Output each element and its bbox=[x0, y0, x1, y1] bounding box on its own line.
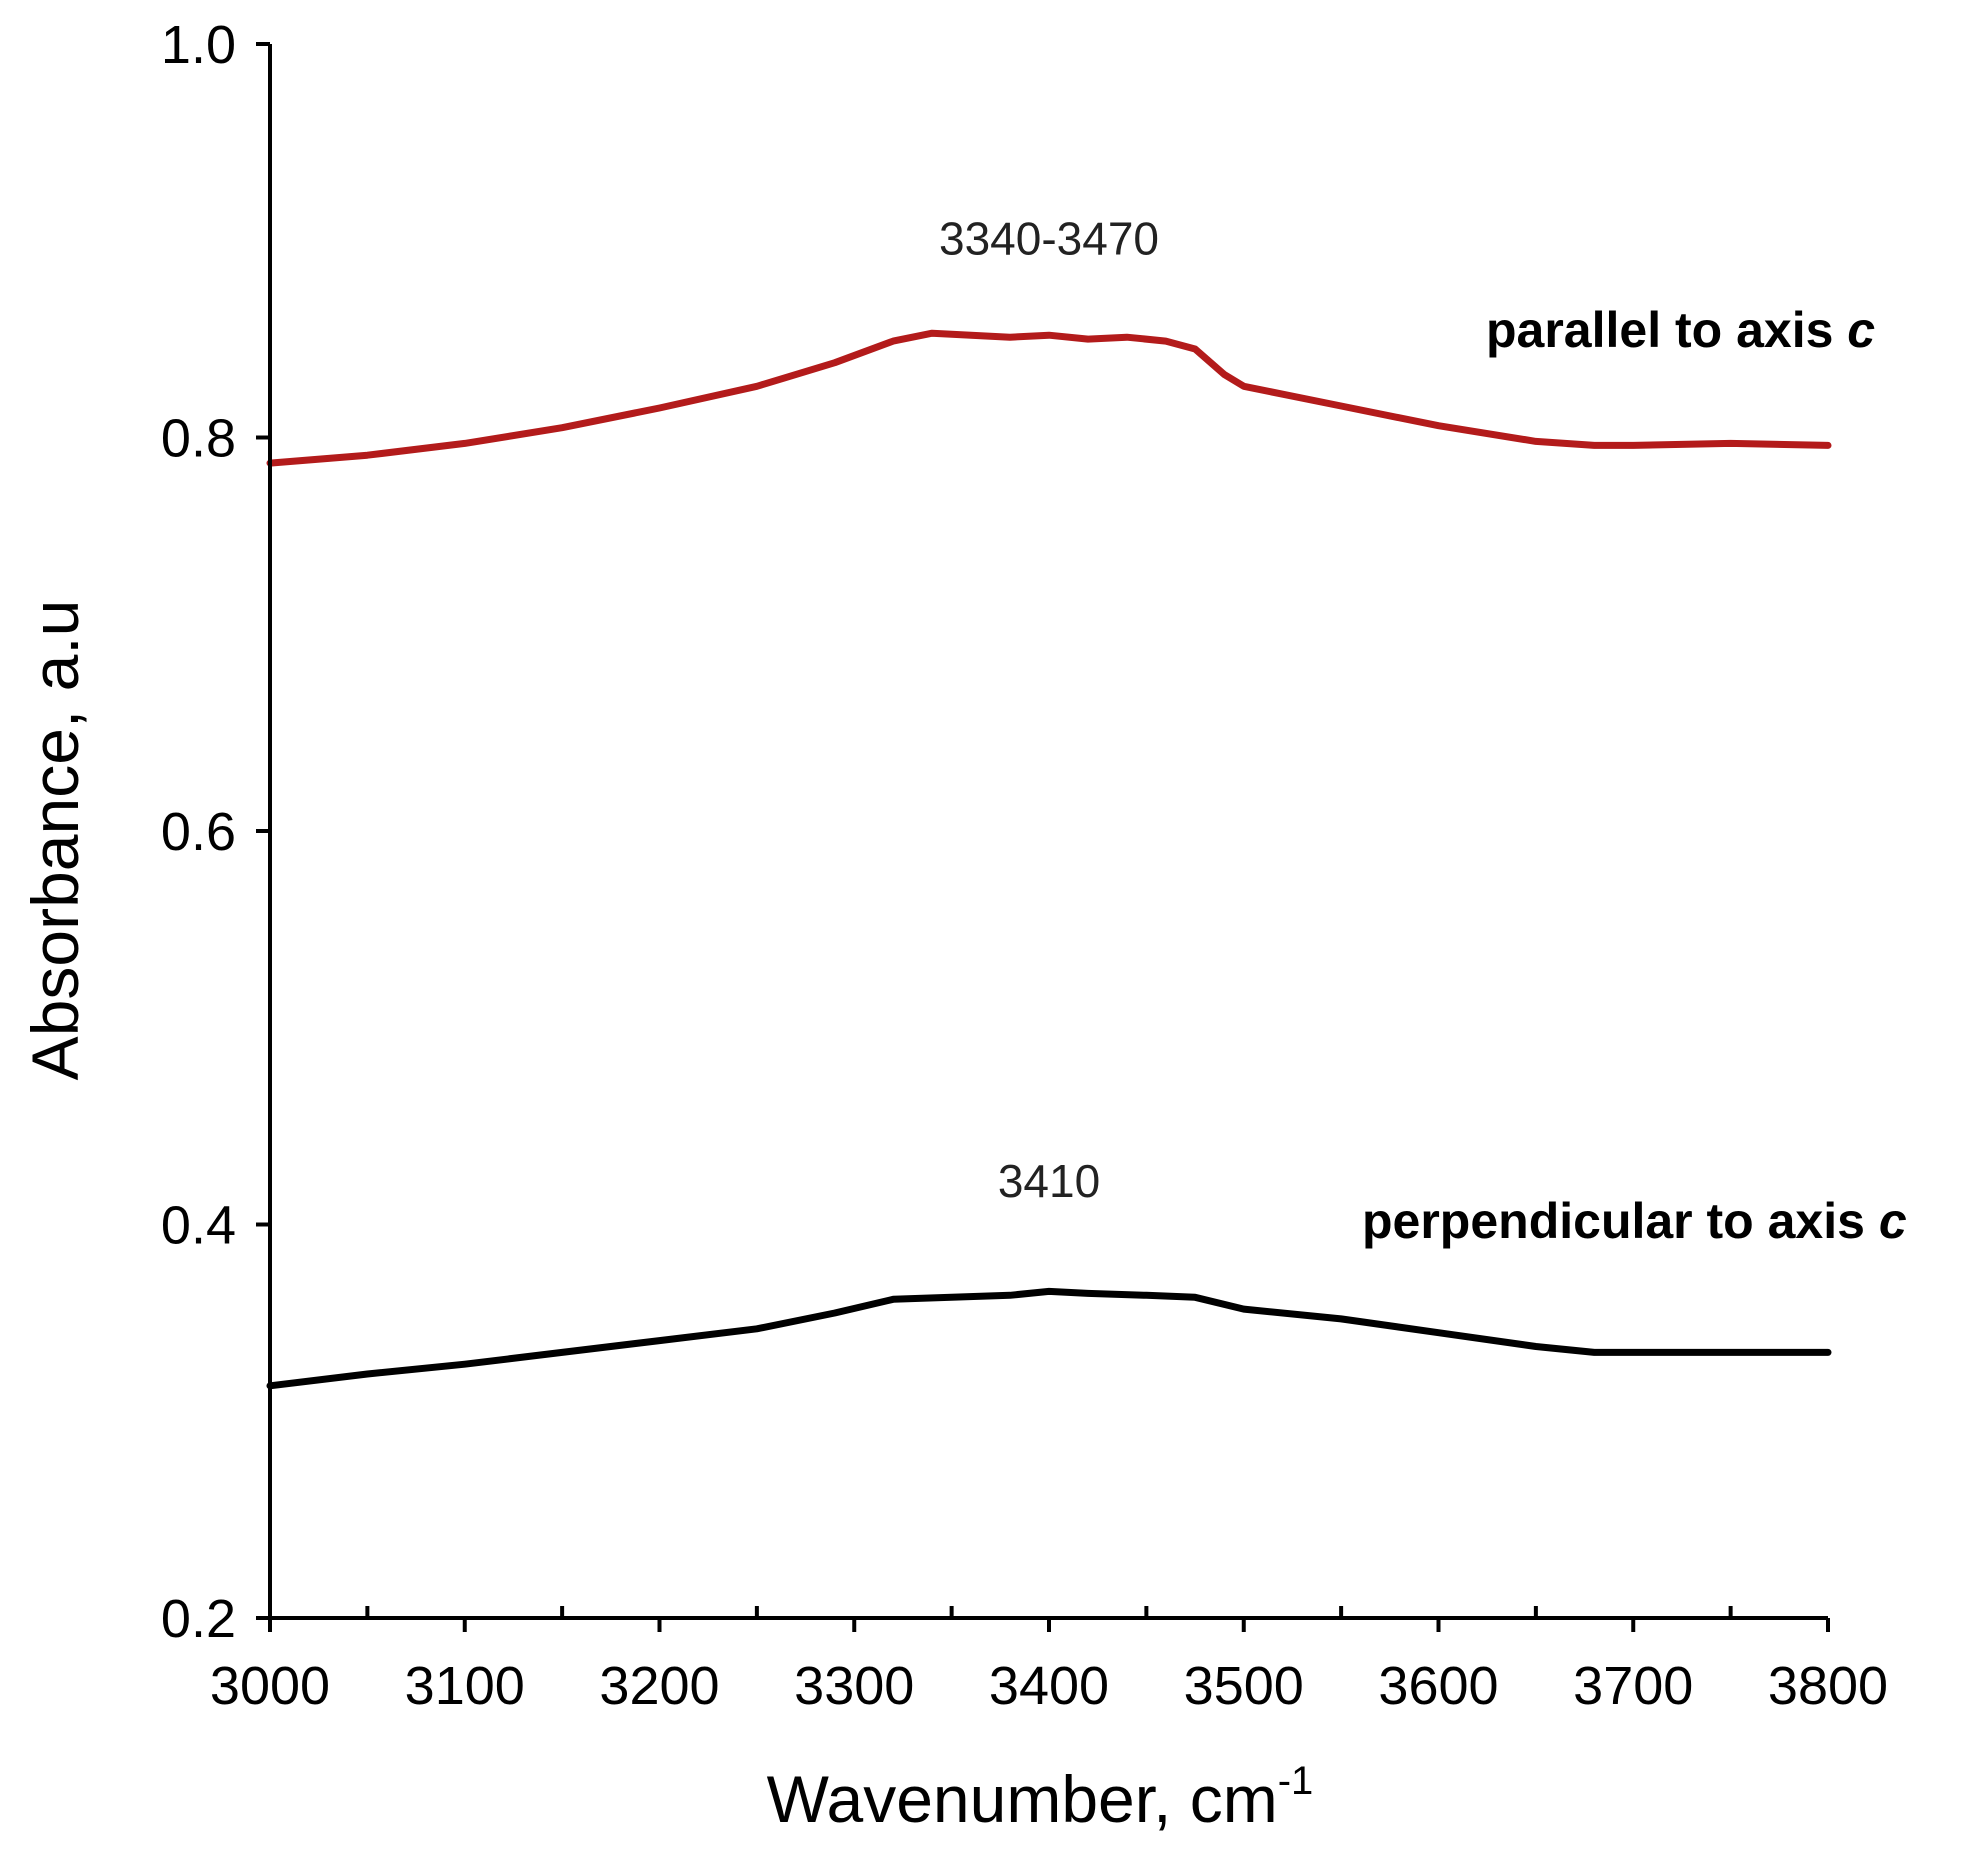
y-tick-label-1: 0.4 bbox=[161, 1196, 236, 1256]
x-axis-title-text: Wavenumber, cm bbox=[767, 1762, 1278, 1836]
y-axis-title: Absorbance, a.u bbox=[18, 600, 92, 1081]
x-axis-title: Wavenumber, cm-1 bbox=[767, 1759, 1314, 1836]
series-line-1 bbox=[266, 1287, 1832, 1390]
labels-layer: 0.2 0.4 0.6 0.8 1.0 3000 3100 3200 3300 3400 3500 3… bbox=[161, 15, 1907, 1716]
series-label-italic-0: c bbox=[1847, 302, 1875, 358]
y-tick-label-2: 0.6 bbox=[161, 802, 236, 862]
y-tick-label-3: 0.8 bbox=[161, 409, 236, 469]
x-tick-label-1: 3100 bbox=[405, 1656, 525, 1716]
x-tick-label-2: 3200 bbox=[599, 1656, 719, 1716]
x-tick-label-6: 3600 bbox=[1378, 1656, 1498, 1716]
series-label-text-0: parallel to axis bbox=[1486, 302, 1847, 358]
series-line-0 bbox=[266, 329, 1832, 467]
series-label-text-1: perpendicular to axis bbox=[1362, 1193, 1879, 1249]
x-tick-label-0: 3000 bbox=[210, 1656, 330, 1716]
x-tick-label-5: 3500 bbox=[1184, 1656, 1304, 1716]
ticks-layer bbox=[256, 42, 1830, 1632]
series-label-1: perpendicular to axis c bbox=[1362, 1193, 1907, 1249]
x-axis-title-superscript: -1 bbox=[1278, 1759, 1314, 1803]
peak-annotation-0: 3340-3470 bbox=[939, 213, 1159, 265]
x-tick-label-8: 3800 bbox=[1768, 1656, 1888, 1716]
series-label-italic-1: c bbox=[1879, 1193, 1907, 1249]
y-tick-label-0: 0.2 bbox=[161, 1589, 236, 1649]
x-tick-label-3: 3300 bbox=[794, 1656, 914, 1716]
x-tick-label-7: 3700 bbox=[1573, 1656, 1693, 1716]
x-tick-label-4: 3400 bbox=[989, 1656, 1109, 1716]
series-label-0: parallel to axis c bbox=[1486, 302, 1875, 358]
series-layer bbox=[266, 329, 1832, 1390]
peak-annotation-1: 3410 bbox=[998, 1155, 1100, 1207]
y-tick-label-4: 1.0 bbox=[161, 15, 236, 75]
